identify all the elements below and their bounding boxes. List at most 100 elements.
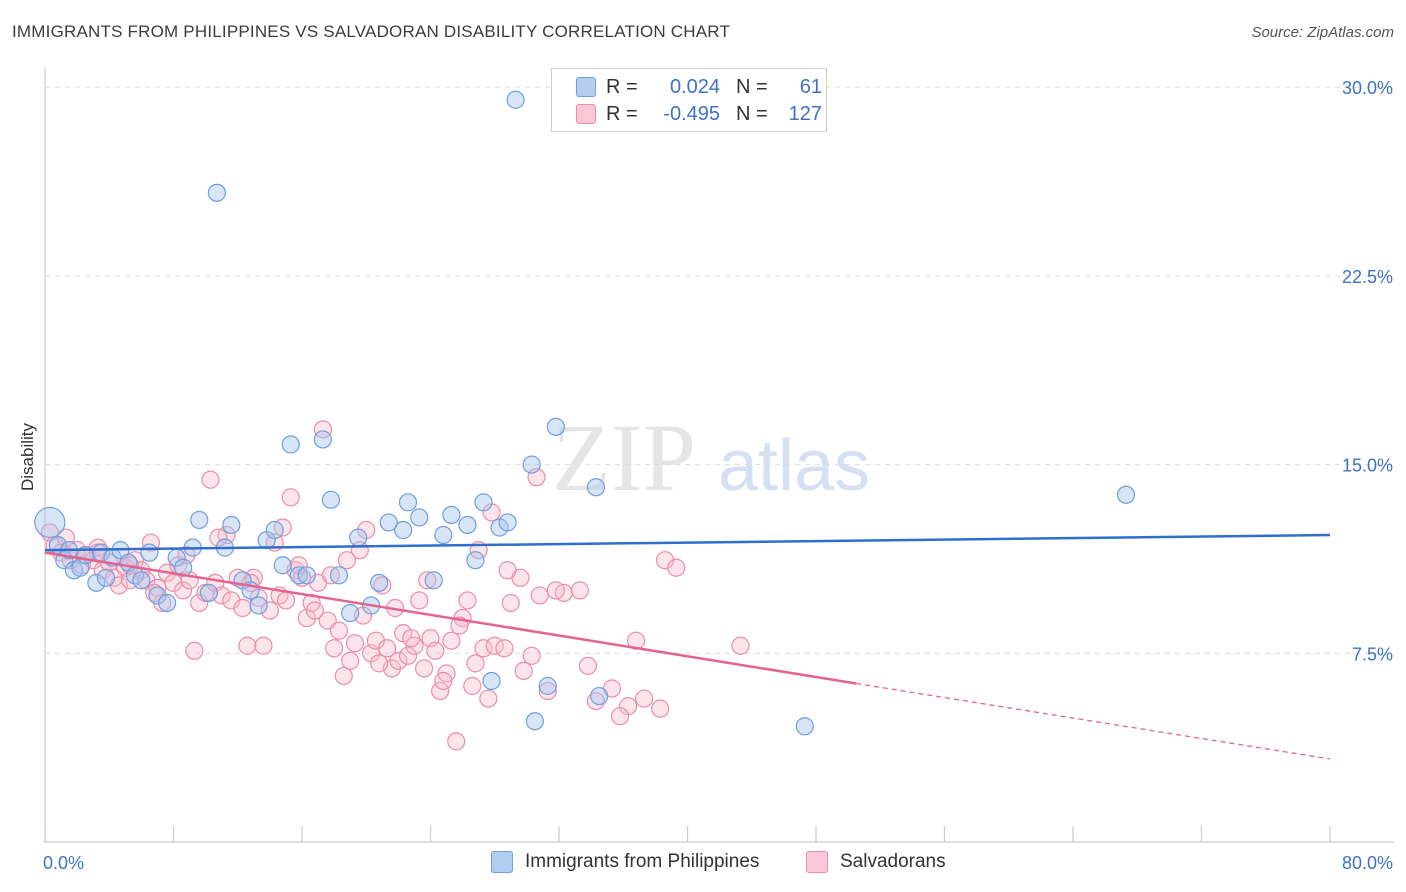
salvadorans-point [145,583,164,603]
n-label: N = [736,102,768,125]
salvadorans-point [238,636,257,655]
philippines-point [410,508,429,527]
legend-item-philippines: Immigrants from Philippines [491,851,759,873]
y-tick-label: 22.5% [1342,267,1393,287]
philippines-point [394,520,413,540]
legend-item-salvadorans: Salvadorans [806,851,946,873]
legend-label-philippines: Immigrants from Philippines [525,851,760,872]
philippines-point [96,568,116,587]
stats-legend: R = 0.024 N = 61 R = -0.495 N = 127 [551,68,827,132]
legend-swatch-pink [576,104,596,124]
x-tick-label: 0.0% [43,853,84,873]
salvadorans-point [209,528,228,547]
r-label: R = [606,75,638,98]
philippines-point [474,493,493,512]
salvadorans-point [402,629,421,648]
salvadorans-point [260,601,279,620]
y-tick-label: 15.0% [1342,456,1393,476]
legend-swatch-blue [576,77,596,97]
salvadorans-point [281,488,300,507]
philippines-point [1116,485,1136,504]
philippines-point [379,513,398,532]
salvadorans-point [329,621,349,640]
philippines-point [265,520,284,540]
source-label: Source: ZipAtlas.com [1251,24,1394,41]
salvadorans-point [667,558,686,577]
salvadorans-point [431,681,450,701]
salvadorans-point [610,707,630,726]
philippines-point [370,573,389,592]
salvadorans-point [442,631,461,650]
salvadorans-point [418,571,437,590]
y-tick-label: 7.5% [1352,644,1393,664]
philippines-trend-line [44,533,1331,552]
salvadorans-point [538,681,557,701]
philippines-point [442,505,461,525]
philippines-point [313,430,332,449]
salvadorans-point [345,634,365,653]
salvadorans-trend-extension [856,682,1331,760]
salvadorans-point [305,601,324,620]
philippines-point [546,417,565,436]
salvadorans-point [313,420,332,439]
legend-swatch-blue [491,851,513,873]
philippines-point [87,573,106,592]
salvadorans-point [458,591,477,610]
legend-label-salvadorans: Salvadorans [840,851,946,872]
philippines-point [207,183,226,202]
salvadorans-point [341,651,360,670]
philippines-point [321,490,341,509]
salvadorans-point [398,646,418,665]
stats-row-salvadorans: R = -0.495 N = 127 [576,103,822,125]
salvadorans-point [414,659,434,678]
y-tick-label: 30.0% [1342,78,1393,98]
stats-row-philippines: R = 0.024 N = 61 [576,76,822,98]
salvadorans-point [378,639,397,658]
salvadorans-point [479,689,498,708]
salvadorans-point [233,598,252,618]
philippines-point [482,671,501,691]
salvadorans-point [586,691,606,711]
grid-lines [45,86,1395,654]
philippines-point [458,515,477,535]
n-label: N = [736,75,768,98]
salvadorans-point [434,671,453,691]
salvadorans-point [474,639,493,658]
salvadorans-point [578,656,598,675]
philippines-point [525,712,545,731]
salvadorans-point [570,581,589,600]
philippines-point [190,510,209,530]
chart-title: IMMIGRANTS FROM PHILIPPINES VS SALVADORA… [12,22,731,41]
philippines-point [538,676,557,696]
philippines-point [249,596,268,615]
salvadorans-point [337,551,357,570]
salvadorans-point [389,651,408,670]
salvadorans-point [546,581,565,600]
n-value: 127 [788,102,822,125]
salvadorans-point [325,639,344,658]
axes [44,68,1394,843]
philippines-point [329,566,349,585]
watermark-atlas: atlas [718,426,870,506]
salvadorans-point [447,732,466,751]
x-tick-label: 80.0% [1342,853,1393,873]
y-axis-label: Disability [18,422,37,491]
philippines-point [222,515,241,535]
n-value: 61 [799,75,822,98]
salvadorans-point [495,639,514,658]
philippines-point [398,493,418,512]
philippines-point [498,513,517,532]
salvadorans-point [522,646,541,665]
salvadorans-point [498,561,517,580]
salvadorans-point [514,661,533,681]
philippines-point [349,528,368,547]
salvadorans-point [410,591,429,610]
philippines-point [466,551,485,570]
salvadorans-point [370,654,389,673]
philippines-point [522,455,541,474]
r-value: -0.495 [663,102,720,125]
series-legend: Immigrants from Philippines Salvadorans [0,851,1406,877]
r-label: R = [606,102,638,125]
philippines-point [506,90,525,109]
salvadorans-point [373,576,392,595]
